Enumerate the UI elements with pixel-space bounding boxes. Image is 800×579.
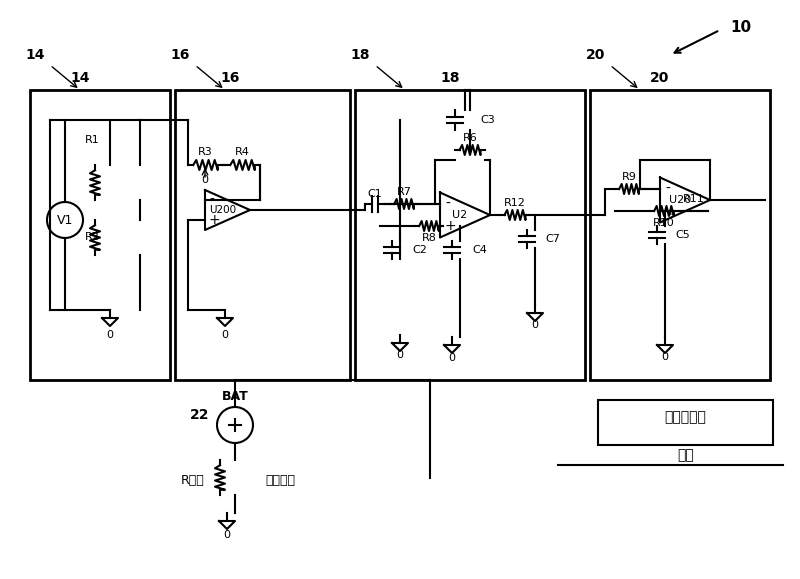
Text: 20: 20 [586, 48, 605, 62]
Text: -: - [665, 182, 670, 196]
Text: R12: R12 [504, 198, 526, 208]
Text: +: + [665, 204, 677, 218]
Text: 0: 0 [662, 352, 669, 362]
Text: 直流: 直流 [677, 448, 694, 462]
Text: 换向信号: 换向信号 [265, 474, 295, 486]
Text: U20: U20 [669, 195, 691, 205]
Text: 0: 0 [223, 530, 230, 540]
Text: 10: 10 [730, 20, 751, 35]
Bar [590, 90, 770, 380]
Text: 18: 18 [350, 48, 370, 62]
Text: -: - [209, 193, 214, 207]
Text: R9: R9 [622, 172, 637, 182]
Text: -: - [445, 197, 450, 211]
Text: V1: V1 [57, 214, 73, 226]
Text: +: + [445, 219, 457, 233]
Text: C5: C5 [675, 230, 690, 240]
Text: U2: U2 [452, 210, 468, 220]
Text: R7: R7 [397, 187, 411, 197]
Text: C7: C7 [545, 234, 560, 244]
Text: R分流: R分流 [182, 474, 205, 486]
Text: 0: 0 [531, 320, 538, 330]
Text: R2: R2 [85, 232, 100, 242]
Text: C2: C2 [412, 245, 427, 255]
Text: R6: R6 [462, 133, 478, 143]
Text: C3: C3 [480, 115, 494, 125]
Bar [175, 90, 350, 380]
Text: C1: C1 [368, 189, 382, 199]
Bar [598, 400, 773, 445]
Text: +: + [209, 213, 221, 227]
Text: 0: 0 [202, 175, 209, 185]
Text: 0: 0 [222, 330, 229, 340]
Text: U200: U200 [210, 205, 237, 215]
Text: 0: 0 [397, 350, 403, 360]
Text: 14: 14 [26, 48, 45, 62]
Text: R8: R8 [422, 233, 437, 243]
Text: 14: 14 [70, 71, 90, 85]
Text: R3: R3 [198, 147, 212, 157]
Text: 16: 16 [170, 48, 190, 62]
Bar [30, 90, 170, 380]
Text: R10: R10 [653, 218, 675, 228]
Text: BAT: BAT [222, 390, 248, 404]
Text: C4: C4 [472, 245, 487, 255]
Text: 18: 18 [440, 71, 460, 85]
Text: R4: R4 [234, 147, 250, 157]
Text: R1: R1 [86, 135, 100, 145]
Bar [355, 90, 585, 380]
Text: 22: 22 [190, 408, 210, 422]
Text: 0: 0 [449, 353, 455, 363]
Text: R11: R11 [683, 194, 705, 204]
Text: 16: 16 [220, 71, 240, 85]
Text: 脉动输出端: 脉动输出端 [665, 411, 706, 424]
Text: 20: 20 [650, 71, 670, 85]
Text: 0: 0 [106, 330, 114, 340]
